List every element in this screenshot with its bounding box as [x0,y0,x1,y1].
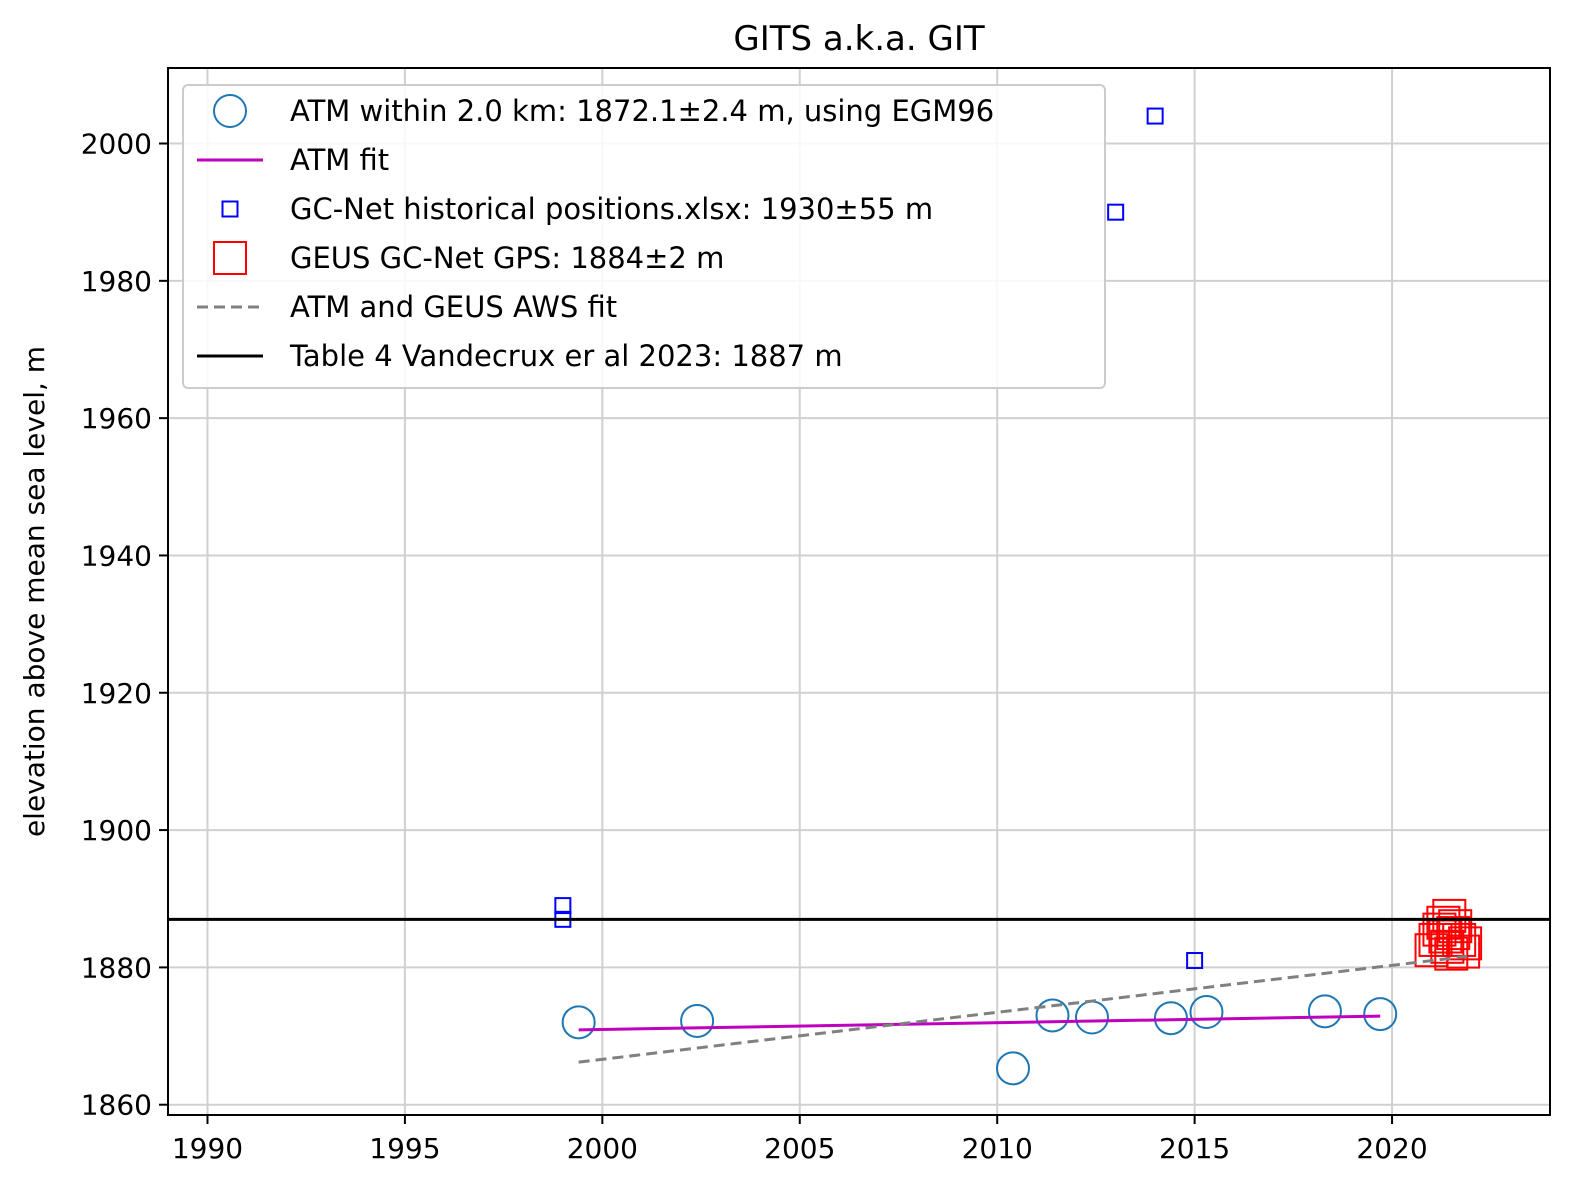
series-1 [578,1014,1381,1032]
y-tick-label: 1920 [81,677,152,710]
x-tick-label: 2020 [1356,1132,1427,1165]
data-point [995,1051,1030,1086]
legend-item: ATM and GEUS AWS fit [197,290,617,324]
data-point [1363,997,1398,1032]
legend-item: ATM fit [197,143,389,177]
y-axis-label: elevation above mean sea level, m [18,346,51,837]
legend-label: ATM within 2.0 km: 1872.1±2.4 m, using E… [290,94,994,128]
series-line [578,954,1468,1064]
data-point [1448,926,1483,961]
y-tick-label: 1980 [81,265,152,298]
data-point [680,1003,715,1038]
x-tick-label: 2010 [962,1132,1033,1165]
legend: ATM within 2.0 km: 1872.1±2.4 m, using E… [182,84,1106,389]
legend-item: GEUS GC-Net GPS: 1884±2 m [213,241,724,275]
series-line [578,1014,1381,1032]
data-point [1146,107,1164,125]
legend-label: ATM and GEUS AWS fit [290,290,617,324]
plot-frame [167,67,1551,1116]
y-tick-label: 1860 [81,1089,152,1122]
chart-title: GITS a.k.a. GIT [733,19,984,59]
data-point [1035,998,1070,1033]
data-point [554,897,572,915]
y-tick-label: 1900 [81,814,152,847]
legend-label: Table 4 Vandecrux er al 2023: 1887 m [289,339,843,373]
legend-label: ATM fit [290,143,389,177]
data-point [1434,936,1469,971]
legend-box [182,84,1106,389]
data-point [561,1005,596,1040]
legend-item: GC-Net historical positions.xlsx: 1930±5… [221,192,933,226]
data-point [1189,995,1224,1030]
data-point [1107,203,1125,221]
series-4 [578,954,1468,1064]
plot-area [168,107,1550,1086]
legend-swatch [213,241,247,275]
legend-label: GEUS GC-Net GPS: 1884±2 m [290,241,724,275]
y-tick-label: 1880 [81,951,152,984]
data-point [1307,994,1342,1029]
y-tick-label: 2000 [81,128,152,161]
x-tick-label: 1990 [172,1132,243,1165]
data-point [1436,916,1471,951]
x-tick-label: 2005 [764,1132,835,1165]
x-tick-label: 2015 [1159,1132,1230,1165]
legend-swatch [213,94,247,128]
series-3 [1414,898,1483,971]
x-tick-label: 2000 [567,1132,638,1165]
legend-item: Table 4 Vandecrux er al 2023: 1887 m [197,339,843,373]
y-tick-label: 1960 [81,402,152,435]
legend-label: GC-Net historical positions.xlsx: 1930±5… [290,192,933,226]
data-point [1438,909,1473,944]
x-tick-label: 1995 [369,1132,440,1165]
legend-item: ATM within 2.0 km: 1872.1±2.4 m, using E… [213,94,994,128]
data-point [1186,952,1204,970]
y-tick-label: 1940 [81,539,152,572]
data-point [1446,934,1481,969]
axes: 1990 1995 2000 2005 2010 2015 2020 1860 1880 1900… [81,128,1428,1165]
legend-swatch [221,200,239,218]
